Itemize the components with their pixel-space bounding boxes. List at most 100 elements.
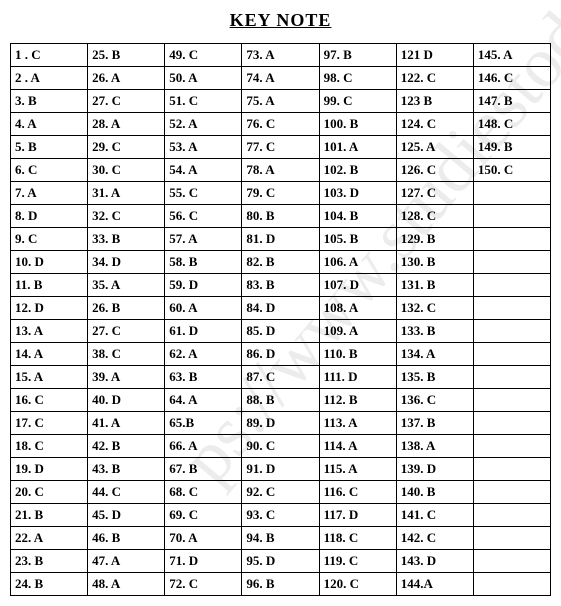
table-row: 9. C33. B57. A81. D105. B129. B [11,228,551,251]
answer-cell: 137. B [396,412,473,435]
answer-cell [473,458,550,481]
answer-cell: 75. A [242,90,319,113]
answer-cell: 87. C [242,366,319,389]
answer-cell: 81. D [242,228,319,251]
answer-cell [473,550,550,573]
answer-cell: 128. C [396,205,473,228]
answer-cell: 127. C [396,182,473,205]
answer-cell: 145. A [473,44,550,67]
answer-cell: 15. A [11,366,88,389]
answer-cell: 6. C [11,159,88,182]
answer-cell [473,573,550,596]
answer-cell: 125. A [396,136,473,159]
answer-cell: 44. C [88,481,165,504]
answer-cell: 135. B [396,366,473,389]
answer-cell: 64. A [165,389,242,412]
answer-cell: 3. B [11,90,88,113]
answer-cell: 18. C [11,435,88,458]
answer-cell: 146. C [473,67,550,90]
answer-cell: 98. C [319,67,396,90]
table-row: 8. D32. C56. C80. B104. B128. C [11,205,551,228]
answer-cell: 22. A [11,527,88,550]
answer-cell: 58. B [165,251,242,274]
answer-cell: 109. A [319,320,396,343]
answer-cell: 103. D [319,182,396,205]
answer-cell: 70. A [165,527,242,550]
answer-cell: 133. B [396,320,473,343]
table-row: 2 . A26. A50. A74. A98. C122. C146. C [11,67,551,90]
answer-cell: 38. C [88,343,165,366]
answer-cell: 67. B [165,458,242,481]
answer-cell: 76. C [242,113,319,136]
answer-cell: 150. C [473,159,550,182]
answer-cell: 94. B [242,527,319,550]
answer-cell: 51. C [165,90,242,113]
answer-cell: 30. C [88,159,165,182]
answer-cell: 123 B [396,90,473,113]
answer-cell: 102. B [319,159,396,182]
answer-cell: 141. C [396,504,473,527]
answer-cell [473,389,550,412]
table-row: 24. B48. A72. C96. B120. C144.A [11,573,551,596]
answer-cell: 88. B [242,389,319,412]
answer-cell [473,412,550,435]
answer-cell: 106. A [319,251,396,274]
table-row: 20. C44. C68. C92. C116. C140. B [11,481,551,504]
answer-cell: 79. C [242,182,319,205]
answer-cell: 9. C [11,228,88,251]
answer-cell: 140. B [396,481,473,504]
answer-cell: 27. C [88,90,165,113]
answer-cell: 52. A [165,113,242,136]
answer-cell: 31. A [88,182,165,205]
answer-cell: 43. B [88,458,165,481]
table-row: 17. C41. A65.B89. D113. A137. B [11,412,551,435]
answer-cell: 46. B [88,527,165,550]
answer-cell: 121 D [396,44,473,67]
answer-cell: 89. D [242,412,319,435]
answer-cell: 26. A [88,67,165,90]
answer-cell: 111. D [319,366,396,389]
answer-cell: 17. C [11,412,88,435]
answer-cell: 138. A [396,435,473,458]
answer-cell: 80. B [242,205,319,228]
answer-cell: 59. D [165,274,242,297]
table-row: 4. A28. A52. A76. C100. B124. C148. C [11,113,551,136]
answer-cell [473,274,550,297]
answer-cell: 66. A [165,435,242,458]
answer-cell: 78. A [242,159,319,182]
table-row: 13. A27. C61. D85. D109. A133. B [11,320,551,343]
answer-cell: 20. C [11,481,88,504]
table-row: 5. B29. C53. A77. C101. A125. A149. B [11,136,551,159]
answer-cell: 35. A [88,274,165,297]
answer-cell: 93. C [242,504,319,527]
answer-cell: 148. C [473,113,550,136]
answer-cell: 53. A [165,136,242,159]
answer-cell: 147. B [473,90,550,113]
answer-cell: 69. C [165,504,242,527]
page-title: KEY NOTE [10,10,551,31]
answer-cell: 72. C [165,573,242,596]
answer-cell: 10. D [11,251,88,274]
answer-cell: 48. A [88,573,165,596]
answer-cell: 104. B [319,205,396,228]
table-row: 23. B47. A71. D95. D119. C143. D [11,550,551,573]
answer-cell: 82. B [242,251,319,274]
answer-cell: 136. C [396,389,473,412]
answer-cell: 39. A [88,366,165,389]
answer-cell: 57. A [165,228,242,251]
answer-cell: 12. D [11,297,88,320]
answer-cell: 61. D [165,320,242,343]
answer-cell [473,320,550,343]
answer-cell: 54. A [165,159,242,182]
answer-cell: 24. B [11,573,88,596]
answer-cell: 91. D [242,458,319,481]
answer-cell: 96. B [242,573,319,596]
answer-cell: 117. D [319,504,396,527]
answer-cell: 115. A [319,458,396,481]
answer-cell: 101. A [319,136,396,159]
answer-cell: 50. A [165,67,242,90]
answer-cell: 40. D [88,389,165,412]
table-row: 11. B35. A59. D83. B107. D131. B [11,274,551,297]
answer-cell: 68. C [165,481,242,504]
table-row: 7. A31. A55. C79. C103. D127. C [11,182,551,205]
